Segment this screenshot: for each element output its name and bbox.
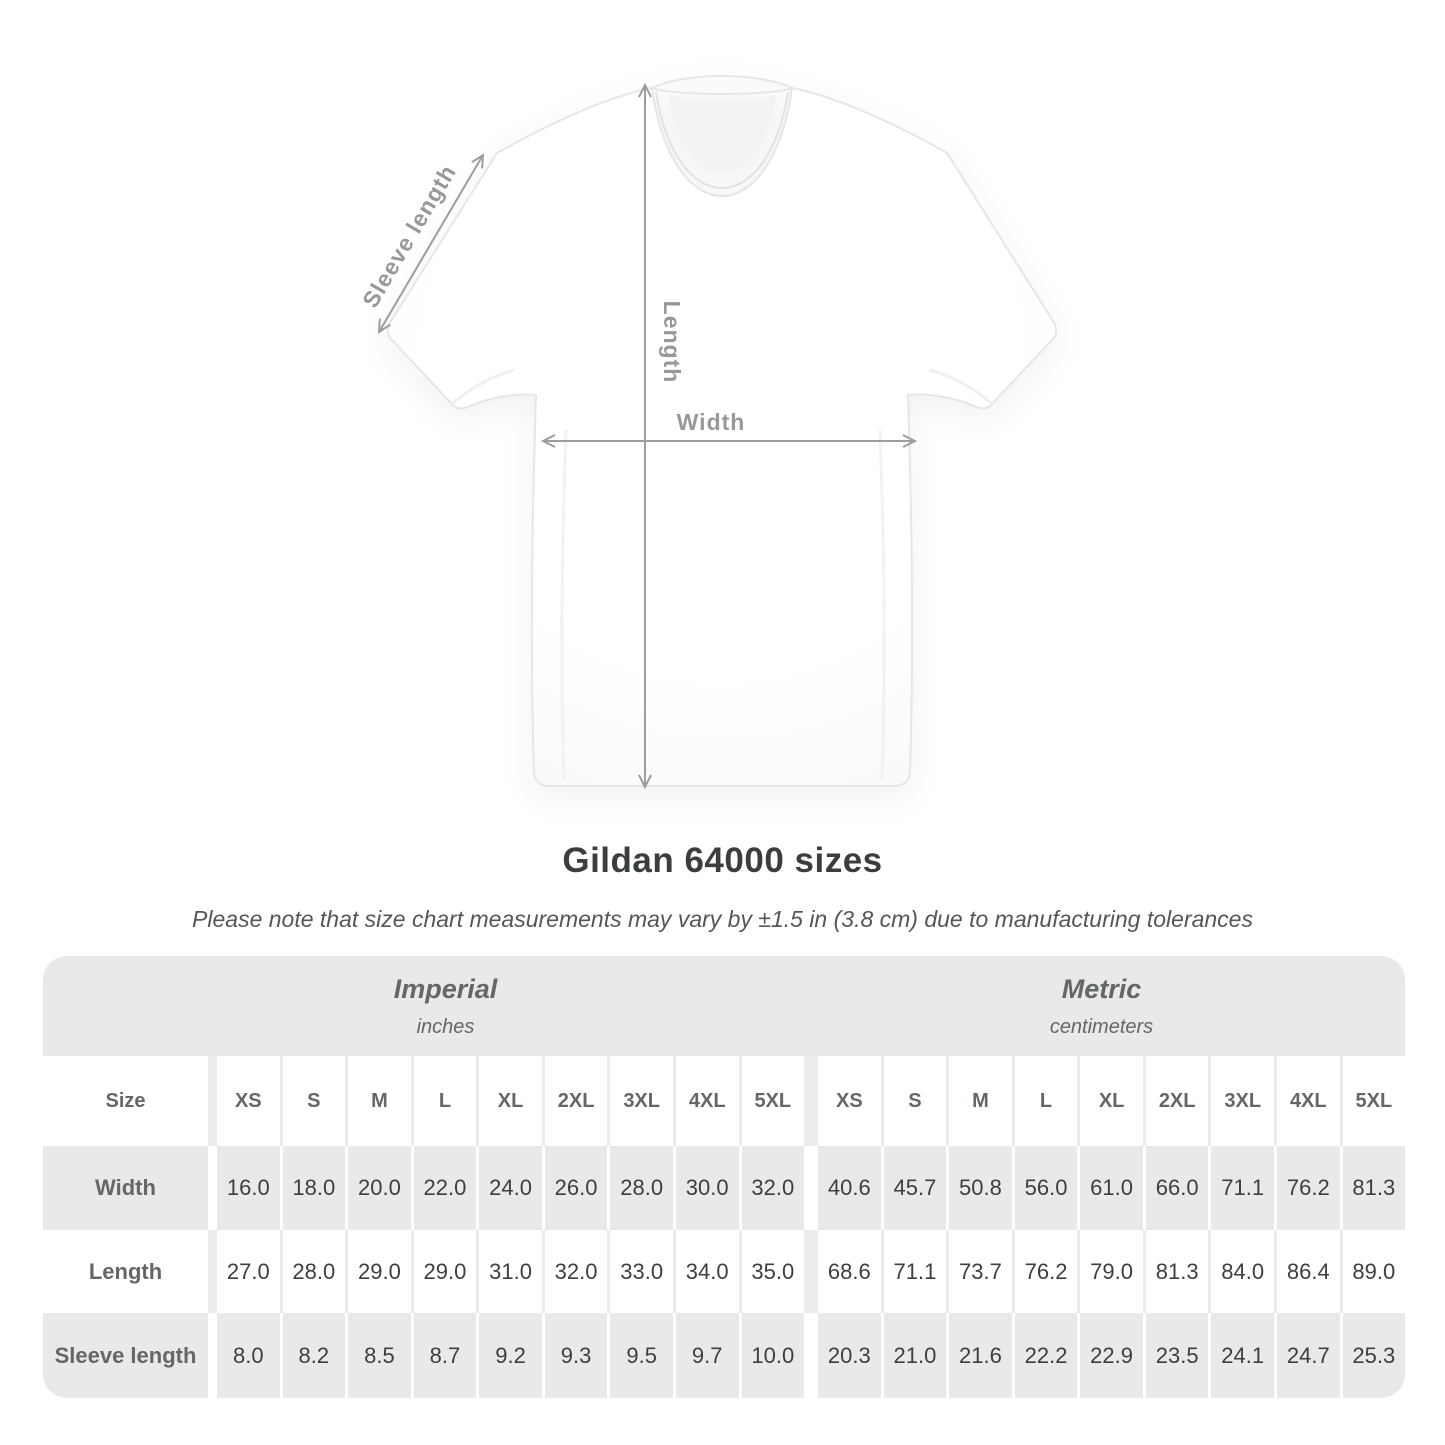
table-cell: 32.0	[541, 1230, 608, 1313]
table-cell: 10.0	[738, 1313, 805, 1398]
size-col-header: L	[410, 1056, 477, 1146]
table-cell: 23.5	[1142, 1313, 1209, 1398]
table-cell: 30.0	[672, 1146, 739, 1230]
tolerance-note: Please note that size chart measurements…	[192, 906, 1253, 932]
table-cell: 86.4	[1274, 1230, 1340, 1313]
table-cell: 24.7	[1274, 1313, 1340, 1398]
row-label: Length	[88, 1258, 163, 1284]
table-cell: 45.7	[880, 1146, 947, 1230]
size-col-header: 2XL	[1142, 1056, 1209, 1146]
table-cell: 56.0	[1011, 1146, 1078, 1230]
table-row-sleeve-length: Sleeve length 8.0 8.2 8.5 8.7 9.2 9.3 9.…	[43, 1313, 1405, 1398]
table-cell: 40.6	[804, 1146, 881, 1230]
table-cell: 21.0	[880, 1313, 947, 1398]
table-cell: 89.0	[1339, 1230, 1405, 1313]
table-cell: 20.3	[804, 1313, 881, 1398]
table-cell: 20.0	[345, 1146, 411, 1230]
collar-back	[649, 75, 795, 95]
size-col-header: M	[345, 1056, 411, 1146]
table-cell: 8.2	[279, 1313, 346, 1398]
table-cell: 9.3	[541, 1313, 608, 1398]
imperial-group-unit: inches	[416, 1015, 475, 1038]
table-cell: 71.1	[880, 1230, 947, 1313]
table-cell: 73.7	[946, 1230, 1012, 1313]
table-cell: 16.0	[208, 1146, 280, 1230]
table-cell: 33.0	[607, 1230, 673, 1313]
table-cell: 9.2	[476, 1313, 542, 1398]
table-cell: 50.8	[946, 1146, 1012, 1230]
table-cell: 22.0	[410, 1146, 477, 1230]
table-cell: 81.3	[1142, 1230, 1209, 1313]
table-cell: 18.0	[279, 1146, 346, 1230]
table-cell: 76.2	[1274, 1146, 1340, 1230]
metric-group-title: Metric	[1061, 973, 1142, 1004]
table-cell: 21.6	[946, 1313, 1012, 1398]
table-cell: 79.0	[1077, 1230, 1143, 1313]
table-cell: 22.2	[1011, 1313, 1078, 1398]
page-title: Gildan 64000 sizes	[562, 841, 883, 880]
table-row-width: Width 16.0 18.0 20.0 22.0 24.0 26.0 28.0…	[43, 1146, 1405, 1230]
length-label: Length	[659, 301, 685, 384]
table-cell: 29.0	[410, 1230, 477, 1313]
size-col-header: S	[279, 1056, 346, 1146]
unit-group-header-row: Imperial inches Metric centimeters	[43, 956, 1405, 1056]
table-cell: 71.1	[1208, 1146, 1274, 1230]
size-col-header: S	[880, 1056, 947, 1146]
table-cell: 32.0	[738, 1146, 805, 1230]
table-cell: 22.9	[1077, 1313, 1143, 1398]
size-col-header: XL	[476, 1056, 542, 1146]
table-cell: 24.1	[1208, 1313, 1274, 1398]
table-cell: 81.3	[1339, 1146, 1405, 1230]
table-cell: 8.5	[345, 1313, 411, 1398]
table-cell: 9.7	[672, 1313, 739, 1398]
metric-group-unit: centimeters	[1049, 1015, 1154, 1038]
size-col-header: 5XL	[738, 1056, 805, 1146]
table-cell: 29.0	[345, 1230, 411, 1313]
table-cell: 26.0	[541, 1146, 608, 1230]
width-label: Width	[677, 409, 746, 435]
size-col-header: 4XL	[672, 1056, 739, 1146]
table-cell: 28.0	[607, 1146, 673, 1230]
table-cell: 25.3	[1339, 1313, 1405, 1398]
size-table: Imperial inches Metric centimeters Size …	[43, 956, 1405, 1398]
table-cell: 61.0	[1077, 1146, 1143, 1230]
metric-group-header: Metric centimeters	[798, 956, 1405, 1056]
table-cell: 66.0	[1142, 1146, 1209, 1230]
size-col-header: M	[946, 1056, 1012, 1146]
size-col-header: L	[1011, 1056, 1078, 1146]
collar-seam	[655, 91, 789, 189]
sleeve-length-arrow	[377, 153, 485, 334]
imperial-group-title: Imperial	[393, 973, 498, 1004]
table-cell: 27.0	[208, 1230, 280, 1313]
table-cell: 76.2	[1011, 1230, 1078, 1313]
size-col-header: 2XL	[541, 1056, 608, 1146]
collar-opening	[668, 95, 776, 174]
size-col-header: XS	[804, 1056, 881, 1146]
table-cell: 28.0	[279, 1230, 346, 1313]
row-label: Width	[95, 1175, 156, 1200]
table-cell: 31.0	[476, 1230, 542, 1313]
size-header-row: Size XS S M L XL 2XL 3XL 4XL 5XL XS S M …	[43, 1056, 1405, 1146]
imperial-group-header: Imperial inches	[43, 956, 798, 1056]
size-col-header: 5XL	[1339, 1056, 1405, 1146]
size-col-header: 3XL	[607, 1056, 673, 1146]
table-cell: 68.6	[804, 1230, 881, 1313]
tshirt-measurement-diagram: Width Length Sleeve length	[357, 75, 1058, 790]
row-label: Sleeve length	[54, 1342, 197, 1368]
table-cell: 34.0	[672, 1230, 739, 1313]
size-col-header: XS	[208, 1056, 280, 1146]
size-col-header: 3XL	[1208, 1056, 1274, 1146]
table-cell: 8.0	[208, 1313, 280, 1398]
table-cell: 9.5	[607, 1313, 673, 1398]
size-row-label: Size	[105, 1089, 146, 1112]
table-cell: 24.0	[476, 1146, 542, 1230]
table-cell: 84.0	[1208, 1230, 1274, 1313]
table-row-length: Length 27.0 28.0 29.0 29.0 31.0 32.0 33.…	[43, 1230, 1405, 1313]
table-cell: 8.7	[410, 1313, 477, 1398]
size-col-header: 4XL	[1274, 1056, 1340, 1146]
table-cell: 35.0	[738, 1230, 805, 1313]
size-col-header: XL	[1077, 1056, 1143, 1146]
